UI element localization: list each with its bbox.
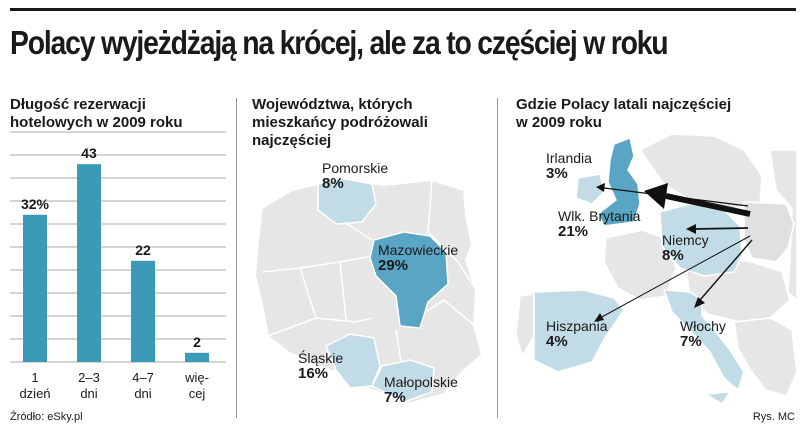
flight-arrowhead-germany — [686, 224, 696, 234]
country-spain — [533, 289, 625, 373]
destination-label-germany: Niemcy 8% — [662, 232, 709, 264]
country-poland — [743, 201, 795, 263]
region-name: Pomorskie — [322, 160, 389, 176]
category-label: dni — [134, 386, 151, 401]
country-great-britain — [597, 136, 641, 227]
category-label: wię- — [184, 370, 209, 385]
poland-map-title-line: mieszkańcy podróżowali — [252, 114, 428, 131]
destination-value: 7% — [680, 333, 702, 350]
destination-name: Irlandia — [546, 150, 592, 166]
destination-label-spain: Hiszpania 4% — [546, 318, 607, 350]
europe-map-title-line: w 2009 roku — [516, 114, 602, 131]
destination-value: 21% — [558, 223, 589, 240]
destination-name: Niemcy — [662, 232, 709, 248]
destination-label-italy: Włochy 7% — [680, 318, 726, 350]
bar-chart-title-line: Długość rezerwacji — [10, 96, 146, 113]
region-label-pomorskie: Pomorskie 8% — [322, 160, 388, 192]
flight-arrowhead-italy — [694, 297, 705, 308]
region-value: 7% — [384, 389, 406, 406]
credit-note: Rys. MC — [752, 411, 795, 423]
top-rule — [10, 8, 796, 11]
country-ireland — [575, 173, 605, 205]
country-sicily — [703, 391, 732, 406]
category-label: 2–3 — [78, 370, 100, 385]
country-italy — [662, 289, 745, 392]
bar — [131, 260, 155, 362]
destination-label-great-britain: Wlk. Brytania 21% — [558, 208, 640, 240]
region-value: 16% — [298, 365, 329, 382]
bar-value-label: 2 — [193, 334, 201, 350]
region-value: 29% — [378, 257, 409, 274]
country-portugal — [515, 293, 535, 358]
category-label: cej — [189, 386, 206, 401]
destination-name: Włochy — [680, 318, 726, 334]
flight-arrowhead-great-britain — [644, 183, 668, 209]
region-label-mazowieckie: Mazowieckie 29% — [378, 242, 458, 274]
region-name: Mazowieckie — [378, 242, 459, 258]
destination-value: 4% — [546, 333, 568, 350]
destination-name: Wlk. Brytania — [558, 208, 641, 224]
destination-value: 8% — [662, 247, 684, 264]
region-slaskie — [325, 333, 381, 389]
panel-divider — [497, 98, 498, 418]
bar — [77, 164, 101, 362]
bar-value-label: 43 — [81, 145, 97, 161]
category-label: 4–7 — [132, 370, 154, 385]
poland-map-title-line: Województwa, których — [252, 96, 413, 113]
country-balkans — [733, 317, 798, 397]
flight-arrow-germany — [693, 227, 749, 230]
destination-label-ireland: Irlandia 3% — [546, 150, 592, 182]
bar — [185, 352, 209, 362]
destination-name: Hiszpania — [546, 318, 608, 334]
flight-arrowhead-spain — [594, 313, 604, 322]
flight-arrowhead-ireland — [596, 183, 605, 192]
europe-map-title: Gdzie Polacy latali najczęściej w 2009 r… — [516, 96, 731, 132]
flight-arrow-ireland — [603, 187, 749, 207]
poland-map-title-line: najczęściej — [252, 132, 332, 149]
category-label: 1 — [31, 370, 38, 385]
region-pomorskie — [317, 177, 377, 225]
category-label: dzień — [19, 386, 50, 401]
flight-arrow-italy — [699, 239, 753, 301]
bar-value-label: 22 — [135, 242, 151, 258]
region-label-malopolskie: Małopolskie 7% — [384, 374, 458, 406]
poland-map-title: Województwa, których mieszkańcy podróżow… — [252, 96, 428, 150]
category-label: dni — [80, 386, 97, 401]
region-malopolskie — [370, 359, 435, 403]
flight-arrow-spain — [599, 235, 751, 319]
source-note: Źródło: eSky.pl — [10, 411, 83, 423]
bar — [23, 214, 47, 362]
flight-arrow-great-britain — [665, 193, 751, 217]
bar-chart-title-line: hotelowych w 2009 roku — [10, 114, 183, 131]
europe-map-title-line: Gdzie Polacy latali najczęściej — [516, 96, 732, 113]
region-label-slaskie: Śląskie 16% — [298, 350, 343, 382]
country-scandinavia — [638, 133, 763, 211]
panel-divider — [236, 98, 237, 418]
region-name: Małopolskie — [384, 374, 458, 390]
region-mazowieckie — [369, 231, 449, 329]
bar-value-label: 32% — [21, 196, 50, 212]
region-name: Śląskie — [298, 350, 344, 366]
region-value: 8% — [322, 175, 344, 192]
bar-chart-title: Długość rezerwacji hotelowych w 2009 rok… — [10, 96, 183, 132]
headline: Polacy wyjeżdżają na krócej, ale za to c… — [10, 24, 669, 61]
destination-value: 3% — [546, 165, 568, 182]
country-russia-baltic — [769, 149, 798, 302]
